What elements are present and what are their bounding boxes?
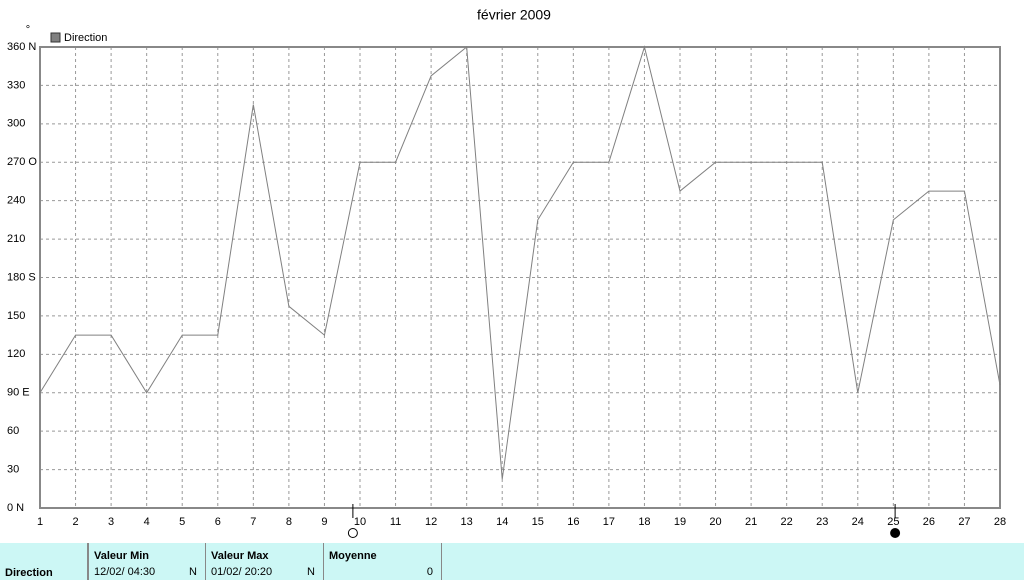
x-tick-label: 27	[958, 516, 970, 528]
x-tick-label: 4	[144, 516, 150, 528]
data-line	[39, 45, 1001, 480]
moon-marker	[347, 528, 358, 538]
y-tick-label: 330	[7, 79, 25, 91]
col-value: 0	[426, 566, 433, 578]
x-tick-label: 8	[286, 516, 292, 528]
chart-title: février 2009	[477, 7, 551, 23]
x-tick-label: 23	[816, 516, 828, 528]
x-tick-label: 12	[425, 516, 437, 528]
col-value: 01/02/ 20:20	[211, 566, 273, 578]
y-tick-label: 240	[7, 195, 25, 207]
x-tick-label: 20	[709, 516, 721, 528]
y-tick-label: 360 N	[7, 41, 36, 53]
x-tick-label: 7	[250, 516, 256, 528]
x-tick-label: 13	[461, 516, 473, 528]
summary-table: Direction Valeur Min 12/02/ 04:30 N Vale…	[0, 543, 1024, 580]
y-tick-label: 90 E	[7, 387, 30, 399]
legend-swatch	[50, 32, 61, 43]
y-tick-label: 270 O	[7, 156, 37, 168]
y-tick-label: 300	[7, 118, 25, 130]
x-tick-label: 6	[215, 516, 221, 528]
y-tick-label: 150	[7, 310, 25, 322]
x-tick-label: 15	[532, 516, 544, 528]
y-tick-label: 210	[7, 233, 25, 245]
col-cell: Moyenne 0	[324, 543, 442, 580]
x-tick-label: 11	[390, 516, 401, 528]
y-tick-label: 180 S	[7, 271, 36, 283]
x-tick-label: 18	[638, 516, 650, 528]
col-header: Moyenne	[329, 550, 377, 562]
x-tick-label: 21	[745, 516, 757, 528]
x-tick-label: 14	[496, 516, 508, 528]
y-tick-label: 0 N	[7, 502, 24, 514]
col-header: Valeur Max	[211, 550, 269, 562]
x-tick-label: 22	[781, 516, 793, 528]
col-cell: Valeur Min 12/02/ 04:30 N	[88, 543, 206, 580]
col-cell: Valeur Max 01/02/ 20:20 N	[206, 543, 324, 580]
col-value: 12/02/ 04:30	[94, 566, 156, 578]
x-tick-label: 17	[603, 516, 615, 528]
moon-marker	[890, 528, 901, 538]
x-tick-label: 24	[852, 516, 864, 528]
col-unit: N	[189, 566, 197, 578]
x-tick-label: 25	[887, 516, 899, 528]
x-tick-label: 26	[923, 516, 935, 528]
x-tick-label: 28	[994, 516, 1006, 528]
col-unit: N	[307, 566, 315, 578]
x-tick-label: 16	[567, 516, 579, 528]
legend-label: Direction	[64, 32, 107, 44]
x-tick-label: 19	[674, 516, 686, 528]
y-unit: °	[26, 24, 30, 36]
x-tick-label: 10	[354, 516, 366, 528]
row-cell: Direction	[0, 543, 88, 580]
plot-frame	[39, 46, 1001, 509]
x-tick-label: 1	[37, 516, 43, 528]
y-tick-label: 30	[7, 463, 19, 475]
y-tick-label: 120	[7, 348, 25, 360]
x-tick-label: 2	[72, 516, 78, 528]
x-tick-label: 5	[179, 516, 185, 528]
x-tick-label: 9	[321, 516, 327, 528]
col-header: Valeur Min	[94, 550, 150, 562]
x-tick-label: 3	[108, 516, 114, 528]
y-tick-label: 60	[7, 425, 19, 437]
row-label: Direction	[5, 567, 53, 579]
